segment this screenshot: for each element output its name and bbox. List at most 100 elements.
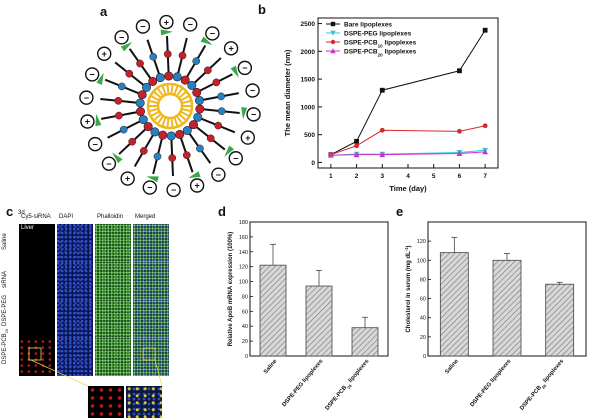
charge-circle — [240, 130, 256, 145]
marker-triangle-down — [330, 30, 336, 36]
inner-bead — [175, 129, 185, 139]
y-axis-label: Relative ApoB mRNA expression (100%) — [228, 232, 234, 347]
charge-circle — [79, 90, 94, 105]
charge-circle — [228, 151, 243, 166]
micrograph-tile — [133, 262, 169, 300]
outer-bead — [115, 111, 123, 120]
lipid-tail — [181, 94, 190, 101]
charge-circle — [223, 41, 239, 56]
outer-bead — [203, 66, 212, 75]
y-tick-label: 0 — [311, 160, 315, 167]
y-tick-label: 180 — [239, 220, 248, 226]
micrograph-tile — [133, 224, 169, 262]
peg-chain — [146, 176, 159, 183]
charge-circle — [182, 17, 198, 32]
outer-bead — [217, 107, 226, 116]
outer-bead — [114, 96, 123, 105]
inner-bead — [135, 98, 145, 108]
outer-bead — [163, 50, 172, 58]
y-tick-label: 160 — [239, 235, 248, 241]
inner-bead — [137, 90, 147, 100]
micrograph-tile — [19, 300, 55, 338]
inner-bead — [143, 122, 153, 132]
y-tick-label: 140 — [239, 250, 248, 256]
outer-bead — [217, 92, 225, 101]
lipid-tail — [152, 90, 161, 99]
charge-circle — [159, 14, 174, 30]
legend-entry: Bare lipoplexes — [344, 22, 392, 29]
micrograph-tile — [57, 224, 93, 262]
y-tick-label: 120 — [417, 239, 426, 245]
apob-expression-chart: 0 20 40 60 80 100 120 140 160 180 Relative ApoB mR… — [228, 220, 389, 412]
zoom-inset-merged — [126, 386, 162, 418]
y-axis-label: The mean diameter (nm) — [283, 49, 292, 136]
inner-bead — [188, 120, 198, 130]
marker-circle — [330, 39, 336, 45]
outer-bead — [128, 137, 137, 146]
mean-diameter-chart: 0 500 1000 1500 2000 2500 1 2 3 4 5 6 7 Time (day) The… — [283, 17, 499, 193]
charge-sign: − — [140, 22, 145, 32]
legend-entry: DSPE-PCB20 lipoplexes — [344, 49, 417, 58]
marker-square — [457, 68, 462, 74]
y-tick-label: 20 — [242, 339, 248, 345]
micrograph-tile — [95, 224, 131, 262]
charge-sign: − — [216, 170, 221, 180]
outer-bead — [168, 154, 177, 162]
peg-chain — [241, 107, 248, 120]
charge-sign: − — [242, 63, 247, 73]
charge-sign: − — [251, 110, 256, 120]
x-axis-label: Time (day) — [389, 184, 427, 193]
legend-entry: DSPE-PEG lipoplexes — [344, 31, 412, 38]
lipid-tail — [170, 84, 174, 94]
outer-bead — [214, 121, 223, 130]
lipid-tail — [156, 87, 164, 96]
bar — [351, 327, 379, 357]
marker-triangle-up — [327, 152, 334, 158]
cholesterol-chart: 0 20 40 60 80 100 120 Cholesterol in serum (mg … — [404, 221, 587, 412]
marker-circle — [354, 143, 359, 149]
y-tick-label: 40 — [420, 316, 426, 322]
y-tick-label: 100 — [417, 258, 426, 264]
peg-chain — [95, 113, 102, 127]
y-tick-label: 80 — [420, 277, 426, 283]
charge-sign: + — [228, 44, 233, 54]
lipid-tail — [182, 99, 192, 104]
marker-square — [379, 87, 385, 93]
charge-sign: − — [171, 185, 176, 195]
outer-bead — [117, 82, 126, 91]
micrograph-tile — [57, 338, 93, 376]
lipoplex-schematic: −+−−+−−+−−+−−+−− + −−+−− — [79, 14, 261, 198]
x-tick-label: 1 — [329, 173, 333, 180]
charge-sign: − — [93, 139, 98, 149]
lipid-tail — [173, 117, 179, 127]
charge-circle — [101, 156, 117, 171]
y-tick-label: 60 — [242, 309, 248, 315]
inner-bead — [148, 76, 158, 86]
bar — [545, 283, 575, 357]
category-label: DSPE-PEG lipoplexes — [469, 358, 512, 408]
y-tick-label: 1500 — [301, 77, 316, 84]
charge-circle — [84, 67, 100, 82]
peg-chain — [200, 36, 213, 46]
outer-bead — [192, 57, 201, 65]
x-tick-label: 4 — [406, 173, 410, 180]
inner-bead — [195, 104, 205, 114]
category-label: DSPE-PCB20 lipoplexes — [519, 358, 566, 412]
outer-bead — [206, 134, 215, 143]
bar — [492, 259, 522, 357]
y-tick-label: 20 — [420, 335, 426, 341]
inner-bead — [166, 131, 176, 141]
lipid-tail — [181, 111, 190, 118]
lipid-tail — [176, 87, 184, 96]
lipid-tail — [179, 113, 188, 122]
column-header: Phalloidin — [97, 214, 124, 220]
inner-bead — [136, 107, 146, 117]
y-tick-label: 40 — [242, 324, 248, 330]
lipid-core — [156, 92, 184, 120]
micrograph-tile — [95, 262, 131, 300]
charge-sign: − — [84, 93, 89, 103]
charge-circle — [166, 182, 181, 198]
y-tick-label: 0 — [423, 354, 426, 360]
x-tick-label: 3 — [380, 173, 384, 180]
y-tick-label: 0 — [245, 354, 248, 360]
